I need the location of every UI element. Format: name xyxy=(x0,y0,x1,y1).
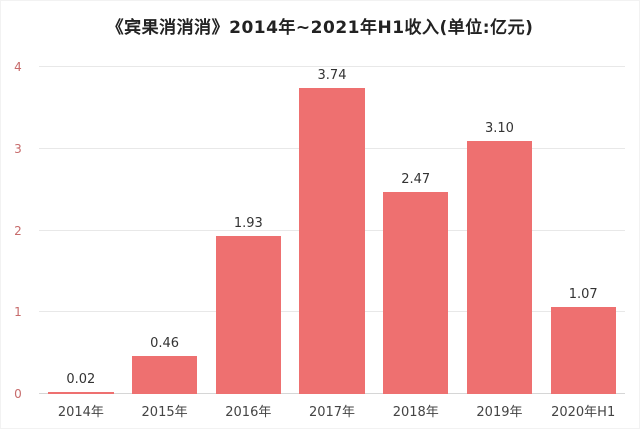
bar-value-label: 1.93 xyxy=(233,216,263,232)
bar xyxy=(550,306,616,394)
plot-area: 0 1 2 3 4 0.02 0.46 1.93 3.74 2.47 3.10 1.07 xyxy=(14,60,625,401)
bar-value-label: 2.47 xyxy=(401,172,431,188)
bar-column: 1.07 xyxy=(541,67,625,394)
x-tick-label: 2019年 xyxy=(476,405,523,420)
y-tick-label: 2 xyxy=(14,223,22,238)
bar-column: 1.93 xyxy=(206,67,290,394)
bar-value-label: 1.07 xyxy=(568,286,598,302)
bar-value-label: 3.74 xyxy=(317,68,347,84)
bar-column: 3.10 xyxy=(458,67,542,394)
x-tick-label: 2016年 xyxy=(225,405,272,420)
x-tick-label: 2020年H1 xyxy=(551,405,616,420)
bar-column: 2.47 xyxy=(374,67,458,394)
x-axis: 2014年 2015年 2016年 2017年 2018年 2019年 2020年H1 xyxy=(39,401,625,420)
bar-value-label: 0.02 xyxy=(66,372,96,388)
y-tick-label: 0 xyxy=(14,387,22,401)
chart-title: 《宾果消消消》2014年~2021年H1收入(单位:亿元) xyxy=(106,18,534,38)
bar-column: 0.46 xyxy=(123,67,207,394)
y-tick-label: 3 xyxy=(14,141,22,156)
x-tick-label: 2014年 xyxy=(57,405,104,420)
bar-column: 3.74 xyxy=(290,67,374,394)
bar xyxy=(383,192,449,394)
bar-column: 0.02 xyxy=(39,67,123,394)
y-tick-label: 1 xyxy=(14,305,22,320)
bar-value-label: 3.10 xyxy=(484,120,514,136)
bar xyxy=(131,356,198,394)
y-tick-label: 4 xyxy=(14,60,22,74)
bar-value-label: 0.46 xyxy=(150,336,180,352)
x-tick-label: 2018年 xyxy=(392,405,439,420)
bar xyxy=(466,140,533,394)
bar xyxy=(215,236,281,394)
x-tick-label: 2017年 xyxy=(308,405,356,420)
bar xyxy=(48,392,114,394)
bars-row: 0.02 0.46 1.93 3.74 2.47 3.10 1.07 xyxy=(39,67,625,394)
bar xyxy=(299,88,365,394)
x-tick-label: 2015年 xyxy=(141,405,188,420)
grid-line xyxy=(39,66,625,67)
